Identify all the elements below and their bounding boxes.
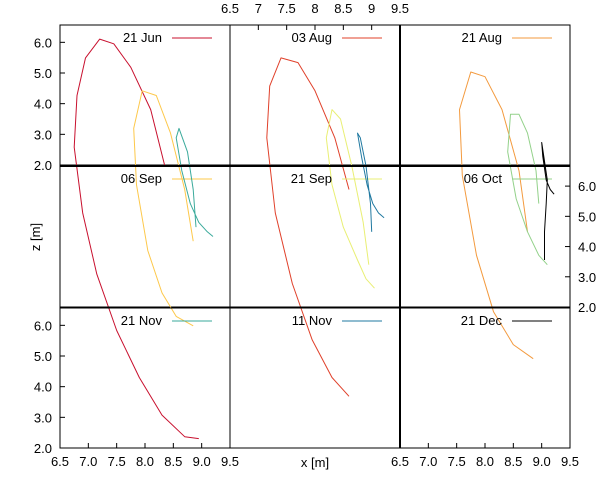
- trajectory-line: [459, 71, 534, 360]
- y-axis-label: z [m]: [28, 223, 43, 251]
- x-tick-label-bottom: 9.5: [221, 454, 239, 469]
- y-tick-label-left: 3.0: [34, 127, 52, 142]
- x-tick-label-bottom: 7.0: [419, 454, 437, 469]
- trajectory-line: [133, 90, 194, 327]
- trajectory-line: [507, 113, 548, 266]
- x-tick-label-bottom: 8.5: [504, 454, 522, 469]
- y-tick-label-left: 4.0: [34, 380, 52, 395]
- panels-layer: 21 Jun 03 Aug 21 Aug 06 Sep 21 Sep 06 Oct 21 N…: [59, 24, 571, 449]
- y-tick-label-left: 6.0: [34, 318, 52, 333]
- trajectory-line: [325, 109, 375, 289]
- y-tick-label-left: 4.0: [34, 97, 52, 112]
- legend-label: 21 Dec: [461, 313, 503, 328]
- y-tick-label-right: 6.0: [578, 179, 596, 194]
- y-tick-label-right: 2.0: [578, 300, 596, 315]
- x-tick-label-top: 7.5: [278, 1, 296, 16]
- x-axis-label: x [m]: [301, 455, 329, 470]
- x-tick-label-bottom: 8.5: [164, 454, 182, 469]
- legend-label: 06 Sep: [121, 171, 162, 186]
- legend-label: 11 Nov: [292, 313, 333, 328]
- trajectory-line: [266, 57, 350, 397]
- legend-label: 21 Aug: [462, 30, 503, 45]
- legend-label: 21 Jun: [123, 30, 162, 45]
- y-tick-label-left: 6.0: [34, 35, 52, 50]
- y-tick-label-left: 2.0: [34, 158, 52, 173]
- y-tick-label-left: 3.0: [34, 410, 52, 425]
- x-tick-label-top: 8: [311, 1, 318, 16]
- x-tick-label-bottom: 7.5: [108, 454, 126, 469]
- x-tick-label-bottom: 6.5: [51, 454, 69, 469]
- legend-label: 21 Nov: [121, 313, 163, 328]
- x-tick-label-bottom: 9.5: [561, 454, 579, 469]
- y-tick-label-right: 5.0: [578, 209, 596, 224]
- x-tick-label-top: 9: [368, 1, 375, 16]
- x-tick-label-bottom: 8.0: [476, 454, 494, 469]
- trajectory-line: [73, 38, 199, 440]
- trajectory-line: [175, 127, 214, 237]
- panel-5: 21 Sep: [229, 109, 401, 308]
- x-tick-label-bottom: 8.0: [136, 454, 154, 469]
- trajectory-line: [541, 142, 555, 260]
- x-tick-label-top: 6.5: [221, 1, 239, 16]
- y-tick-label-right: 3.0: [578, 270, 596, 285]
- trajectory-line: [357, 132, 385, 232]
- y-tick-label-left: 5.0: [34, 349, 52, 364]
- x-tick-label-bottom: 7.0: [79, 454, 97, 469]
- x-tick-label-top: 7: [255, 1, 262, 16]
- y-tick-label-left: 5.0: [34, 66, 52, 81]
- legend-label: 03 Aug: [292, 30, 333, 45]
- ticks-layer: 6.5 7 7.5 8 8.5 9 9.5 6.5 7.0 7.5 8.0 8.5 9.0 9.5 6.5 7…: [34, 1, 596, 469]
- x-tick-label-top: 8.5: [334, 1, 352, 16]
- x-tick-label-bottom: 9.0: [193, 454, 211, 469]
- y-tick-label-left: 2.0: [34, 441, 52, 456]
- legend-label: 06 Oct: [464, 171, 503, 186]
- x-tick-label-bottom: 6.5: [391, 454, 409, 469]
- x-tick-label-bottom: 7.5: [448, 454, 466, 469]
- x-tick-label-top: 9.5: [391, 1, 409, 16]
- legend-label: 21 Sep: [291, 171, 332, 186]
- x-tick-label-bottom: 9.0: [533, 454, 551, 469]
- y-tick-label-right: 4.0: [578, 240, 596, 255]
